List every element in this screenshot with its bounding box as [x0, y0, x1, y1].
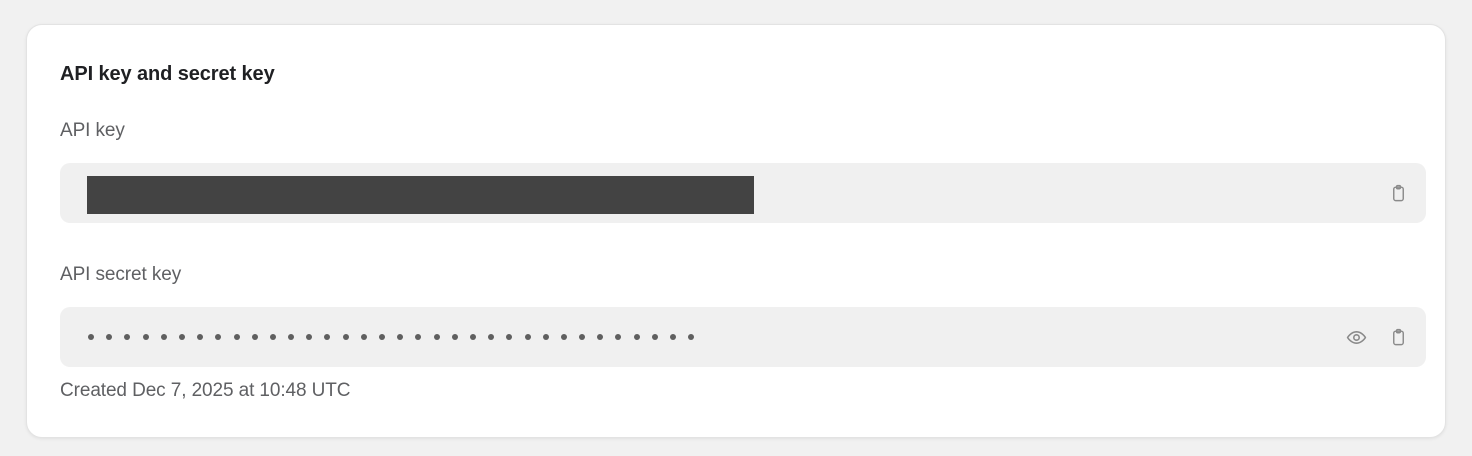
mask-dot: [433, 334, 440, 340]
mask-dot: [178, 334, 185, 340]
mask-dot: [379, 334, 385, 340]
mask-dot: [633, 334, 640, 340]
api-secret-key-label: API secret key: [60, 264, 182, 285]
mask-dot: [469, 334, 476, 340]
mask-dot: [306, 334, 313, 340]
api-credentials-card: API key and secret key API key API secre…: [26, 24, 1446, 438]
clipboard-icon[interactable]: [1386, 325, 1410, 349]
api-secret-key-masked-value: [88, 307, 695, 367]
mask-dot: [360, 334, 367, 340]
mask-dot: [651, 334, 658, 340]
mask-dot: [597, 334, 604, 340]
mask-dot: [342, 334, 349, 340]
mask-dot: [451, 334, 458, 340]
mask-dot: [542, 334, 549, 340]
created-timestamp: Created Dec 7, 2025 at 10:48 UTC: [60, 380, 351, 401]
mask-dot: [579, 334, 586, 340]
mask-dot: [615, 334, 622, 340]
mask-dot: [415, 334, 422, 340]
eye-icon[interactable]: [1344, 325, 1368, 349]
mask-dot: [233, 334, 240, 340]
mask-dot: [142, 334, 149, 340]
mask-dot: [106, 334, 113, 340]
mask-dot: [160, 334, 167, 340]
clipboard-icon[interactable]: [1386, 181, 1410, 205]
mask-dot: [506, 334, 513, 340]
mask-dot: [524, 334, 531, 340]
mask-dot: [197, 334, 204, 340]
mask-dot: [397, 334, 404, 340]
mask-dot: [124, 334, 131, 340]
mask-dot: [560, 334, 567, 340]
api-key-actions: [1386, 163, 1410, 223]
api-secret-key-actions: [1344, 307, 1410, 367]
api-secret-key-field[interactable]: [60, 307, 1426, 367]
api-key-label: API key: [60, 120, 125, 141]
mask-dot: [688, 334, 695, 340]
mask-dot: [488, 334, 495, 340]
api-key-field[interactable]: [60, 163, 1426, 223]
mask-dot: [670, 334, 676, 340]
mask-dot: [288, 334, 295, 340]
mask-dot: [251, 334, 258, 340]
mask-dot: [215, 334, 222, 340]
mask-dot: [324, 334, 331, 340]
api-key-redaction-bar: [87, 176, 754, 214]
mask-dot: [88, 334, 94, 340]
page-title: API key and secret key: [60, 63, 275, 85]
mask-dot: [269, 334, 276, 340]
